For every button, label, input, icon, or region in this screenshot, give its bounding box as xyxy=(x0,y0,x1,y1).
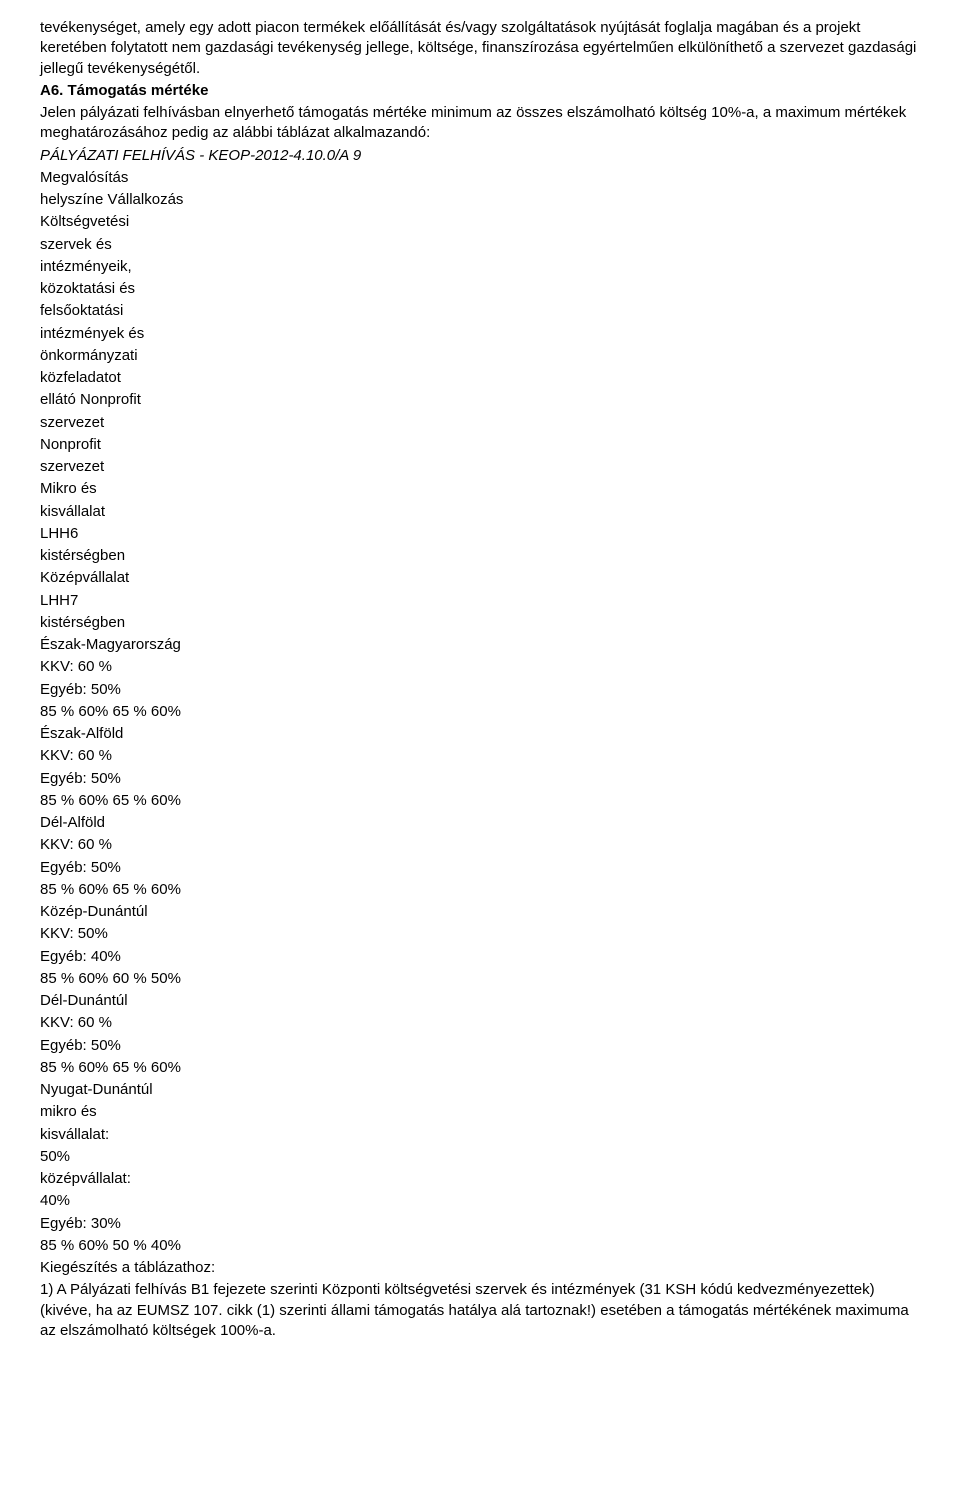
content-line: 85 % 60% 65 % 60% xyxy=(40,702,920,722)
content-line: mikro és xyxy=(40,1102,920,1122)
content-line: szervek és xyxy=(40,235,920,255)
content-line: Dél-Dunántúl xyxy=(40,991,920,1011)
content-line: KKV: 60 % xyxy=(40,746,920,766)
content-line: 40% xyxy=(40,1191,920,1211)
content-line: KKV: 60 % xyxy=(40,835,920,855)
section-description: Jelen pályázati felhívásban elnyerhető t… xyxy=(40,103,920,144)
content-line: középvállalat: xyxy=(40,1169,920,1189)
content-line: kisvállalat: xyxy=(40,1125,920,1145)
content-line: KKV: 60 % xyxy=(40,657,920,677)
content-line: Dél-Alföld xyxy=(40,813,920,833)
content-line: Egyéb: 50% xyxy=(40,1036,920,1056)
reference-line: PÁLYÁZATI FELHÍVÁS - KEOP-2012-4.10.0/A … xyxy=(40,146,920,166)
content-line: 85 % 60% 60 % 50% xyxy=(40,969,920,989)
content-line: Egyéb: 50% xyxy=(40,858,920,878)
content-line: 85 % 60% 65 % 60% xyxy=(40,1058,920,1078)
content-line: Közép-Dunántúl xyxy=(40,902,920,922)
content-line: szervezet xyxy=(40,457,920,477)
content-line: Költségvetési xyxy=(40,212,920,232)
content-line: 50% xyxy=(40,1147,920,1167)
content-line: Megvalósítás xyxy=(40,168,920,188)
content-line: felsőoktatási xyxy=(40,301,920,321)
intro-paragraph: tevékenységet, amely egy adott piacon te… xyxy=(40,18,920,79)
content-line: intézmények és xyxy=(40,324,920,344)
content-line: KKV: 60 % xyxy=(40,1013,920,1033)
content-line: 85 % 60% 65 % 60% xyxy=(40,791,920,811)
content-line: Nonprofit xyxy=(40,435,920,455)
content-line: 85 % 60% 50 % 40% xyxy=(40,1236,920,1256)
content-line: közfeladatot xyxy=(40,368,920,388)
content-line: Egyéb: 30% xyxy=(40,1214,920,1234)
content-line: intézményeik, xyxy=(40,257,920,277)
content-line: Egyéb: 50% xyxy=(40,769,920,789)
content-line: kistérségben xyxy=(40,613,920,633)
content-line: helyszíne Vállalkozás xyxy=(40,190,920,210)
content-line: Egyéb: 40% xyxy=(40,947,920,967)
content-line: LHH7 xyxy=(40,591,920,611)
content-line: Észak-Alföld xyxy=(40,724,920,744)
content-line: KKV: 50% xyxy=(40,924,920,944)
content-line: 85 % 60% 65 % 60% xyxy=(40,880,920,900)
content-line: Nyugat-Dunántúl xyxy=(40,1080,920,1100)
content-line: kisvállalat xyxy=(40,502,920,522)
content-line: közoktatási és xyxy=(40,279,920,299)
content-line: Mikro és xyxy=(40,479,920,499)
footer-paragraph: 1) A Pályázati felhívás B1 fejezete szer… xyxy=(40,1280,920,1341)
content-line: Középvállalat xyxy=(40,568,920,588)
content-line: ellátó Nonprofit xyxy=(40,390,920,410)
content-line: kistérségben xyxy=(40,546,920,566)
content-line: szervezet xyxy=(40,413,920,433)
section-heading: A6. Támogatás mértéke xyxy=(40,81,920,101)
content-line: Kiegészítés a táblázathoz: xyxy=(40,1258,920,1278)
content-line: LHH6 xyxy=(40,524,920,544)
content-line: önkormányzati xyxy=(40,346,920,366)
content-line: Észak-Magyarország xyxy=(40,635,920,655)
content-line: Egyéb: 50% xyxy=(40,680,920,700)
